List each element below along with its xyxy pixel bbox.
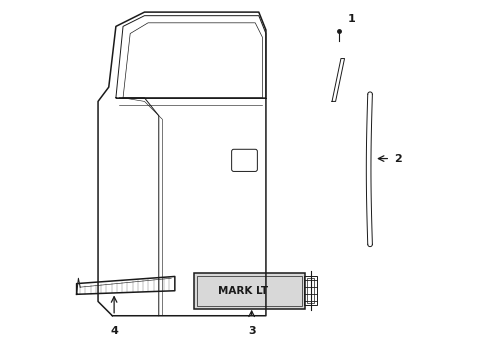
Bar — [306, 278, 313, 303]
Bar — [304, 276, 316, 305]
Bar — [197, 276, 302, 306]
Text: 1: 1 — [347, 14, 355, 24]
Text: 4: 4 — [110, 327, 118, 337]
Text: 3: 3 — [247, 327, 255, 337]
Text: 2: 2 — [394, 154, 402, 163]
Text: MARK LT: MARK LT — [217, 286, 267, 296]
Bar — [194, 273, 305, 309]
